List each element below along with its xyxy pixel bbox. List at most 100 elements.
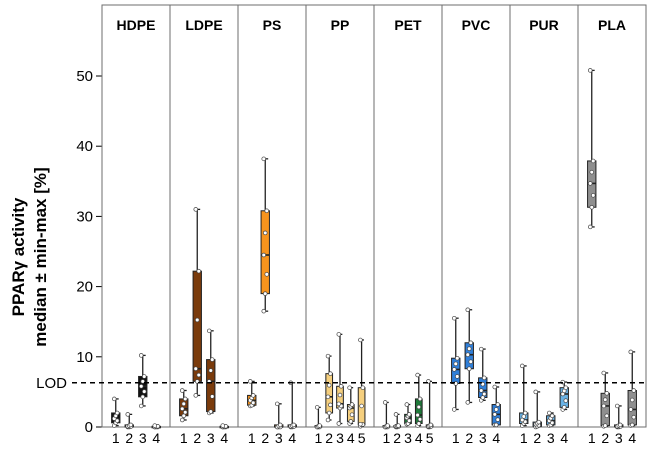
replicate-point [263,230,268,236]
replicate-point [326,410,332,416]
x-tick-label: 3 [336,430,344,446]
replicate-point [193,366,198,371]
replicate-point [115,418,120,423]
replicate-point [251,393,256,398]
replicate-point [291,422,297,428]
replicate-point [467,366,472,371]
box-pur-3 [546,410,556,428]
x-tick-label: 2 [533,430,541,446]
replicate-point [467,346,472,351]
replicate-point [589,169,594,175]
replicate-point [415,372,420,378]
replicate-point [181,401,187,407]
box-pvc-4 [491,384,501,428]
replicate-point [451,407,457,412]
box-ldpe-1 [179,388,189,423]
x-tick-label: 5 [426,430,434,446]
replicate-point [417,417,423,422]
group-label-pvc: PVC [462,17,491,33]
replicate-point [251,400,256,406]
replicate-point [428,422,434,428]
replicate-point [631,414,637,420]
group-label-pet: PET [394,17,422,33]
replicate-point [492,384,497,390]
box-hdpe-2 [124,412,134,430]
box-pet-3 [404,402,412,427]
box-pp-2 [325,353,334,423]
replicate-point [325,394,331,400]
replicate-point [338,384,344,389]
replicate-point [478,388,484,393]
box-ldpe-4 [219,423,229,430]
box-pla-4 [627,349,637,428]
replicate-point [317,423,322,428]
replicate-point [195,317,200,323]
y-axis-label: PPARγ activity median ± min-max [%] [9,167,50,346]
box-pvc-3 [478,346,488,403]
replicate-point [349,402,355,407]
box-ldpe-3 [206,328,216,416]
replicate-point [451,315,457,321]
x-tick-label: 1 [452,430,460,446]
x-tick-label: 3 [275,430,283,446]
replicate-point [210,394,215,399]
replicate-point [206,328,212,334]
x-tick-label: 1 [248,430,256,446]
replicate-point [604,391,610,396]
box-pla-2 [600,370,610,429]
box-hdpe-1 [111,396,121,428]
box-pet-1 [382,400,391,430]
x-tick-label: 1 [383,430,391,446]
box-pla-1 [587,68,597,230]
replicate-point [358,337,363,343]
replicate-point [348,419,354,424]
replicate-point [601,370,606,376]
replicate-point [263,291,268,296]
replicate-point [494,422,499,428]
replicate-point [328,371,333,376]
replicate-point [142,374,147,379]
box-pur-1 [519,363,529,428]
x-tick-label: 4 [415,430,423,446]
y-tick-label: 50 [76,68,93,85]
replicate-point [138,384,144,389]
replicate-point [196,372,202,378]
replicate-point [125,412,130,417]
replicate-point [495,402,501,407]
box-ps-4 [287,380,297,430]
replicate-point [465,352,470,357]
replicate-point [406,418,412,423]
replicate-point [396,423,401,428]
replicate-point [140,394,146,400]
replicate-point [591,158,596,164]
replicate-point [193,207,198,212]
replicate-point [128,422,134,428]
replicate-point [336,421,342,426]
replicate-point [550,413,555,419]
x-tick-label: 5 [358,430,366,446]
replicate-point [533,389,538,395]
replicate-point [111,396,117,402]
replicate-point [359,403,364,409]
replicate-point [482,375,487,381]
replicate-point [591,193,596,198]
x-tick-label: 2 [325,430,333,446]
x-tick-label: 4 [220,430,228,446]
replicate-point [210,357,215,362]
x-tick-label: 2 [393,430,401,446]
x-tick-label: 2 [193,430,201,446]
replicate-point [358,421,363,427]
y-tick-label: 40 [76,138,93,155]
replicate-point [629,397,635,403]
y-axis-label-line2: median ± min-max [%] [31,167,50,346]
replicate-point [183,410,188,415]
replicate-point [193,393,198,398]
replicate-point [404,402,410,407]
box-pvc-2 [464,307,474,405]
replicate-point [563,385,569,390]
iqr-box [627,389,637,426]
replicate-point [349,412,355,417]
replicate-point [602,397,608,402]
y-tick-label: 10 [76,349,93,366]
